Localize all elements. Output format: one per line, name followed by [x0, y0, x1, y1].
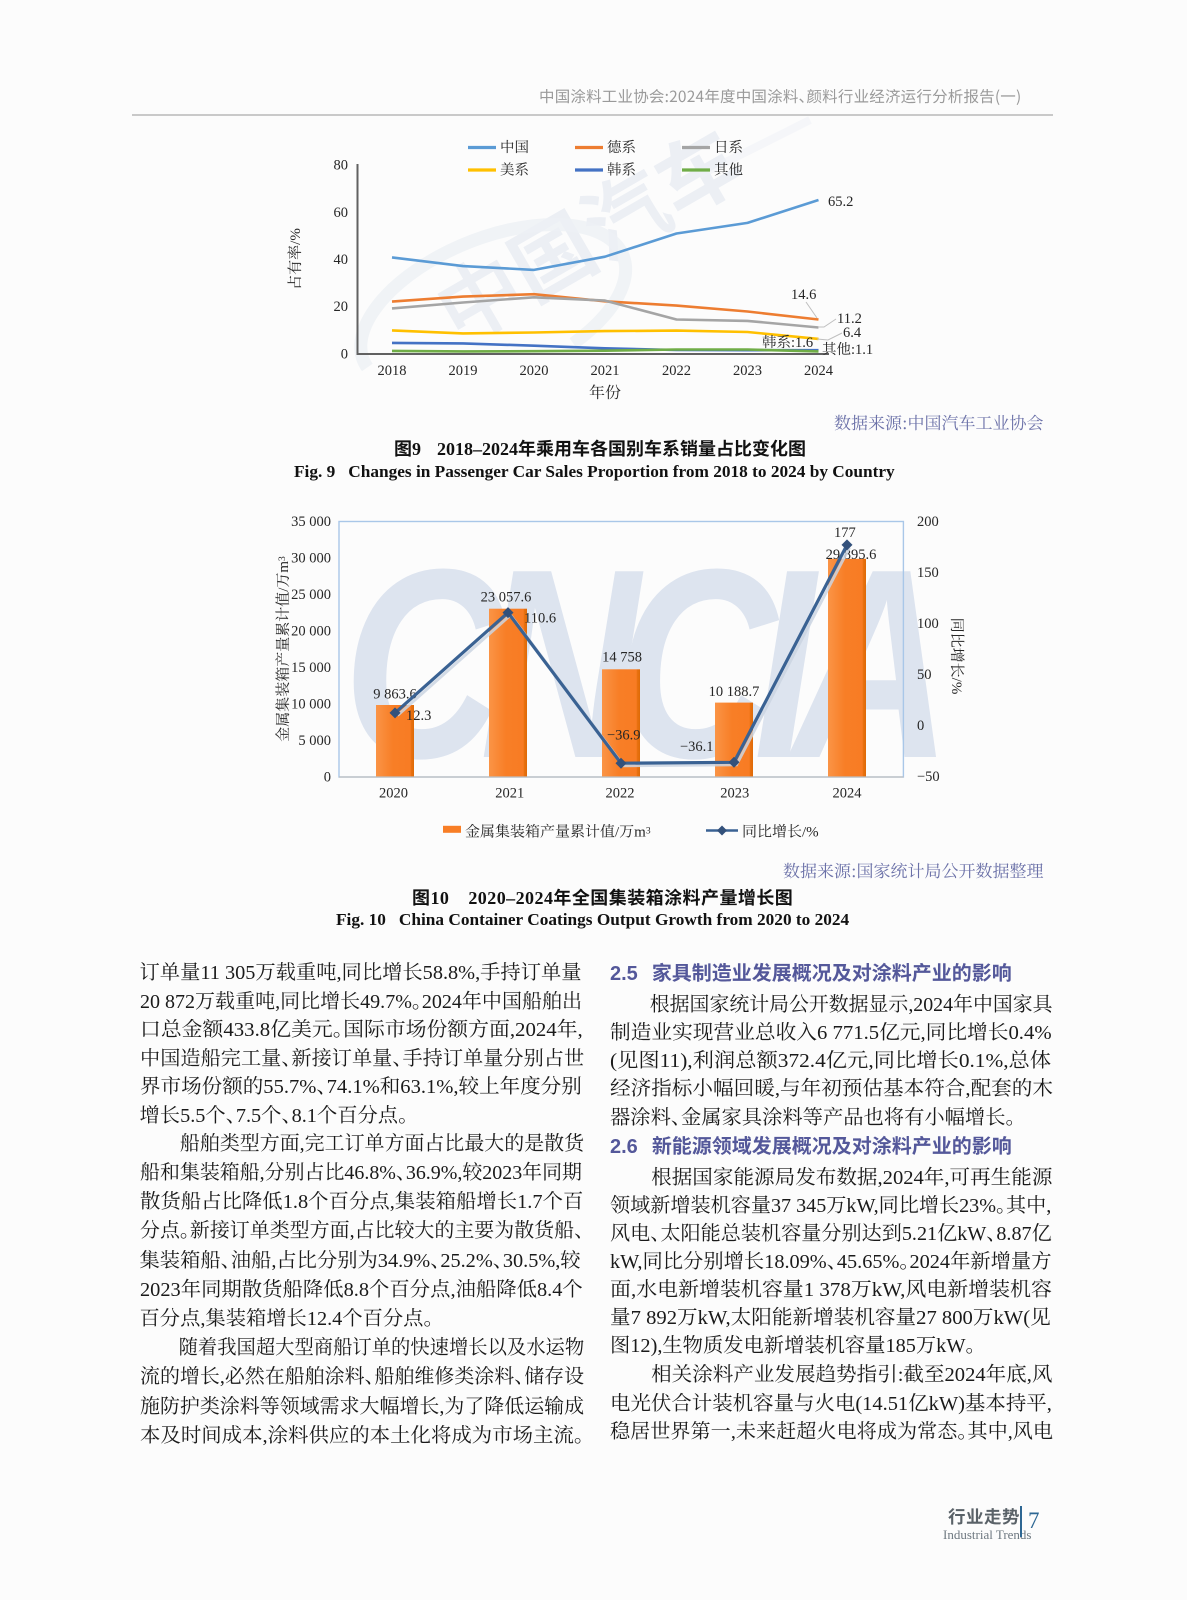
svg-text:177: 177: [834, 525, 856, 541]
svg-text:−36.9: −36.9: [607, 728, 641, 744]
svg-text:德系: 德系: [607, 139, 636, 156]
svg-text:50: 50: [917, 667, 932, 683]
svg-text:金属集装箱产量累计值/万m3: 金属集装箱产量累计值/万m3: [275, 556, 292, 742]
svg-text:2020: 2020: [520, 363, 549, 379]
svg-text:2018: 2018: [378, 363, 407, 379]
svg-text:年份: 年份: [589, 384, 621, 402]
svg-text:60: 60: [334, 205, 349, 221]
svg-text:2022: 2022: [606, 786, 635, 802]
svg-text:2023: 2023: [733, 363, 762, 379]
svg-text:110.6: 110.6: [524, 611, 556, 627]
svg-text:40: 40: [334, 252, 349, 268]
svg-text:14.6: 14.6: [791, 287, 816, 303]
svg-text:12.3: 12.3: [406, 708, 431, 724]
svg-text:20 000: 20 000: [291, 624, 331, 640]
svg-text:2019: 2019: [449, 363, 478, 379]
svg-text:韩系: 韩系: [607, 162, 636, 179]
svg-text:23 057.6: 23 057.6: [481, 589, 532, 605]
svg-text:14 758: 14 758: [602, 649, 642, 665]
svg-text:金属集装箱产量累计值/万m3: 金属集装箱产量累计值/万m3: [465, 824, 651, 841]
svg-text:占有率/%: 占有率/%: [287, 228, 304, 290]
svg-text:0: 0: [324, 770, 331, 786]
svg-text:65.2: 65.2: [828, 194, 853, 210]
svg-text:2024: 2024: [833, 786, 863, 802]
svg-text:35 000: 35 000: [291, 514, 331, 530]
svg-text:2021: 2021: [591, 363, 620, 379]
svg-text:6.4: 6.4: [843, 325, 862, 341]
svg-text:2024: 2024: [804, 363, 834, 379]
svg-text:5 000: 5 000: [298, 733, 331, 749]
svg-text:29 895.6: 29 895.6: [826, 547, 877, 563]
svg-text:2020: 2020: [379, 786, 408, 802]
svg-text:200: 200: [917, 514, 939, 530]
svg-text:2021: 2021: [495, 786, 524, 802]
svg-text:10 000: 10 000: [291, 697, 331, 713]
svg-text:2023: 2023: [720, 786, 749, 802]
svg-text:0: 0: [917, 718, 924, 734]
svg-text:−36.1: −36.1: [680, 739, 714, 755]
svg-text:其他:1.1: 其他:1.1: [822, 341, 873, 358]
svg-text:9 863.6: 9 863.6: [373, 686, 417, 702]
svg-text:2022: 2022: [662, 363, 691, 379]
svg-text:15 000: 15 000: [291, 660, 331, 676]
svg-text:美系: 美系: [500, 162, 529, 179]
svg-text:−50: −50: [917, 769, 940, 785]
svg-text:中国: 中国: [500, 139, 529, 156]
svg-text:10 188.7: 10 188.7: [709, 684, 760, 700]
svg-text:150: 150: [917, 565, 939, 581]
svg-text:韩系:1.6: 韩系:1.6: [762, 334, 813, 351]
svg-text:其他: 其他: [714, 162, 743, 179]
svg-text:25 000: 25 000: [291, 587, 331, 603]
svg-text:80: 80: [334, 158, 349, 174]
svg-text:日系: 日系: [714, 139, 743, 156]
svg-text:30 000: 30 000: [291, 551, 331, 567]
svg-text:同比增长/%: 同比增长/%: [742, 824, 819, 841]
svg-text:11.2: 11.2: [837, 311, 862, 327]
svg-text:同比增长/%: 同比增长/%: [948, 618, 965, 695]
svg-text:0: 0: [341, 347, 348, 363]
svg-text:20: 20: [334, 299, 349, 315]
svg-text:100: 100: [917, 616, 939, 632]
